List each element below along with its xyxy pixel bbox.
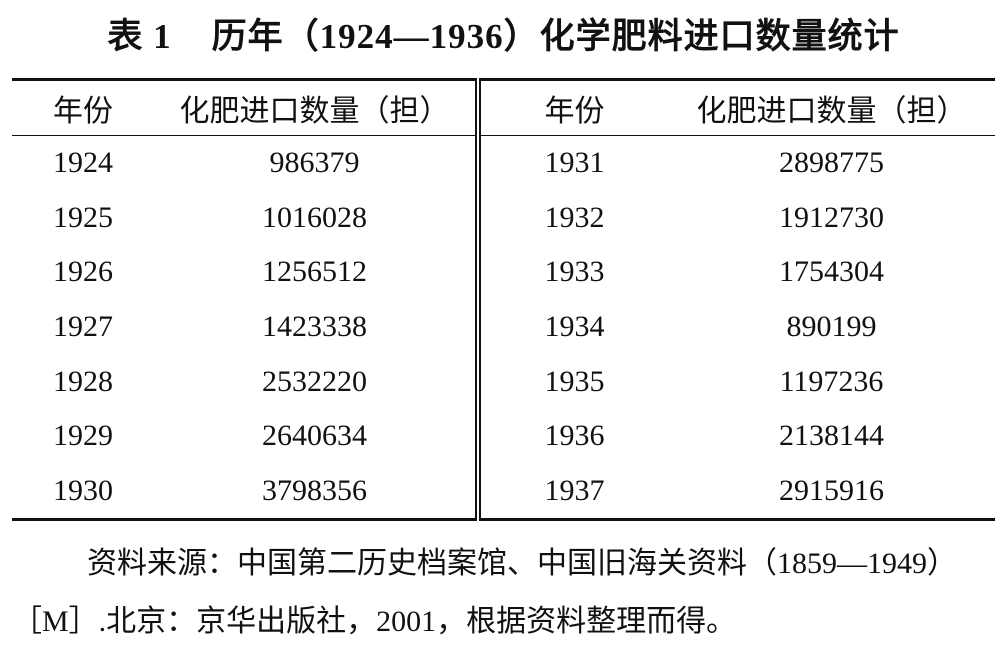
- table-cell: 1754304: [779, 255, 884, 289]
- title: 表 1 历年（1924—1936）化学肥料进口数量统计: [0, 8, 1007, 59]
- table-cell: 2898775: [779, 146, 884, 180]
- table-title: 历年（1924—1936）化学肥料进口数量统计: [211, 17, 900, 56]
- data-table: 年份 化肥进口数量（担） 年份 化肥进口数量（担） 1924 986379 1931 289…: [12, 78, 995, 522]
- table-cell: 986379: [154, 135, 481, 191]
- table-cell: 2915916: [779, 473, 884, 507]
- table-cell: 1936: [544, 419, 605, 453]
- table-cell: 1256512: [154, 245, 481, 300]
- table-row: 1924 986379 1931 2898775: [12, 135, 995, 191]
- table-cell: 1197236: [779, 364, 884, 398]
- table-cell: 1929: [53, 419, 113, 453]
- table-cell: 890199: [786, 310, 877, 344]
- table-row: 1927 1423338 1934 890199: [12, 299, 995, 355]
- table-cell: 2640634: [154, 408, 481, 464]
- table-cell: 2532220: [154, 354, 481, 409]
- table-cell: 1912730: [779, 200, 884, 234]
- table-cell: 1937: [544, 473, 605, 507]
- table-cell: 1926: [53, 255, 113, 289]
- table-cell: 1931: [544, 146, 605, 180]
- table-cell: 1423338: [154, 299, 481, 355]
- table-cell: 1924: [53, 146, 113, 180]
- column-header: 化肥进口数量（担）: [154, 79, 481, 136]
- column-header: 化肥进口数量（担）: [668, 79, 995, 136]
- table-row: 1925 1016028 1932 1912730: [12, 190, 995, 246]
- table-label: 表 1: [107, 17, 172, 56]
- table-cell: 1930: [53, 473, 113, 507]
- table-row: 1930 3798356 1937 2915916: [12, 463, 995, 520]
- table-row: 1929 2640634 1936 2138144: [12, 408, 995, 464]
- source-note: 资料来源：中国第二历史档案馆、中国旧海关资料（1859—1949）［M］.北京：…: [12, 547, 957, 638]
- table-cell: 2138144: [779, 419, 884, 453]
- table-body: 1924 986379 1931 2898775 1925 1016028 1932 1912…: [12, 135, 995, 520]
- table-cell: 1925: [53, 200, 113, 234]
- table-cell: 1935: [544, 364, 605, 398]
- header-row: 年份 化肥进口数量（担） 年份 化肥进口数量（担）: [12, 79, 995, 136]
- column-header: 年份: [12, 79, 154, 136]
- table-cell: 1933: [544, 255, 605, 289]
- table-cell: 1016028: [154, 190, 481, 246]
- table-cell: 1932: [544, 200, 605, 234]
- table-row: 1928 2532220 1935 1197236: [12, 354, 995, 409]
- table-cell: 1934: [544, 310, 605, 344]
- table-row: 1926 1256512 1933 1754304: [12, 245, 995, 300]
- table-cell: 1927: [53, 310, 113, 344]
- table-cell: 1928: [53, 364, 113, 398]
- column-header: 年份: [478, 79, 668, 136]
- table-cell: 3798356: [154, 463, 481, 520]
